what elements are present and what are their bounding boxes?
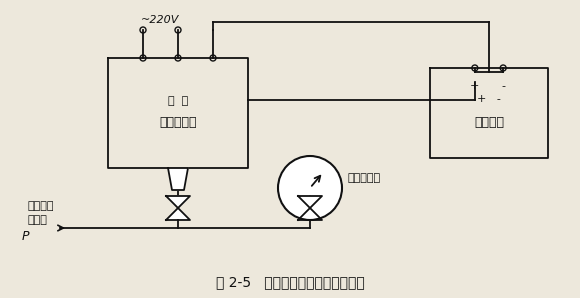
Polygon shape	[168, 168, 188, 190]
Text: 来自压力: 来自压力	[28, 201, 55, 211]
Text: －  ＋: － ＋	[168, 96, 188, 106]
Text: -: -	[501, 81, 505, 91]
Text: P: P	[22, 229, 30, 243]
Text: +   -: + -	[477, 94, 501, 104]
Text: ~220V: ~220V	[142, 15, 180, 25]
Circle shape	[278, 156, 342, 220]
Text: 霍尔变送器: 霍尔变送器	[160, 117, 197, 130]
Polygon shape	[166, 208, 190, 220]
Polygon shape	[166, 196, 190, 208]
Text: 校验仪: 校验仪	[28, 215, 48, 225]
Text: +: +	[470, 81, 480, 91]
Polygon shape	[298, 208, 322, 220]
Text: 图 2-5   霍尔压力变送器校验原理图: 图 2-5 霍尔压力变送器校验原理图	[216, 275, 364, 289]
Polygon shape	[298, 196, 322, 208]
Text: 二次仪表: 二次仪表	[474, 117, 504, 130]
Text: 标准压力表: 标准压力表	[348, 173, 381, 183]
